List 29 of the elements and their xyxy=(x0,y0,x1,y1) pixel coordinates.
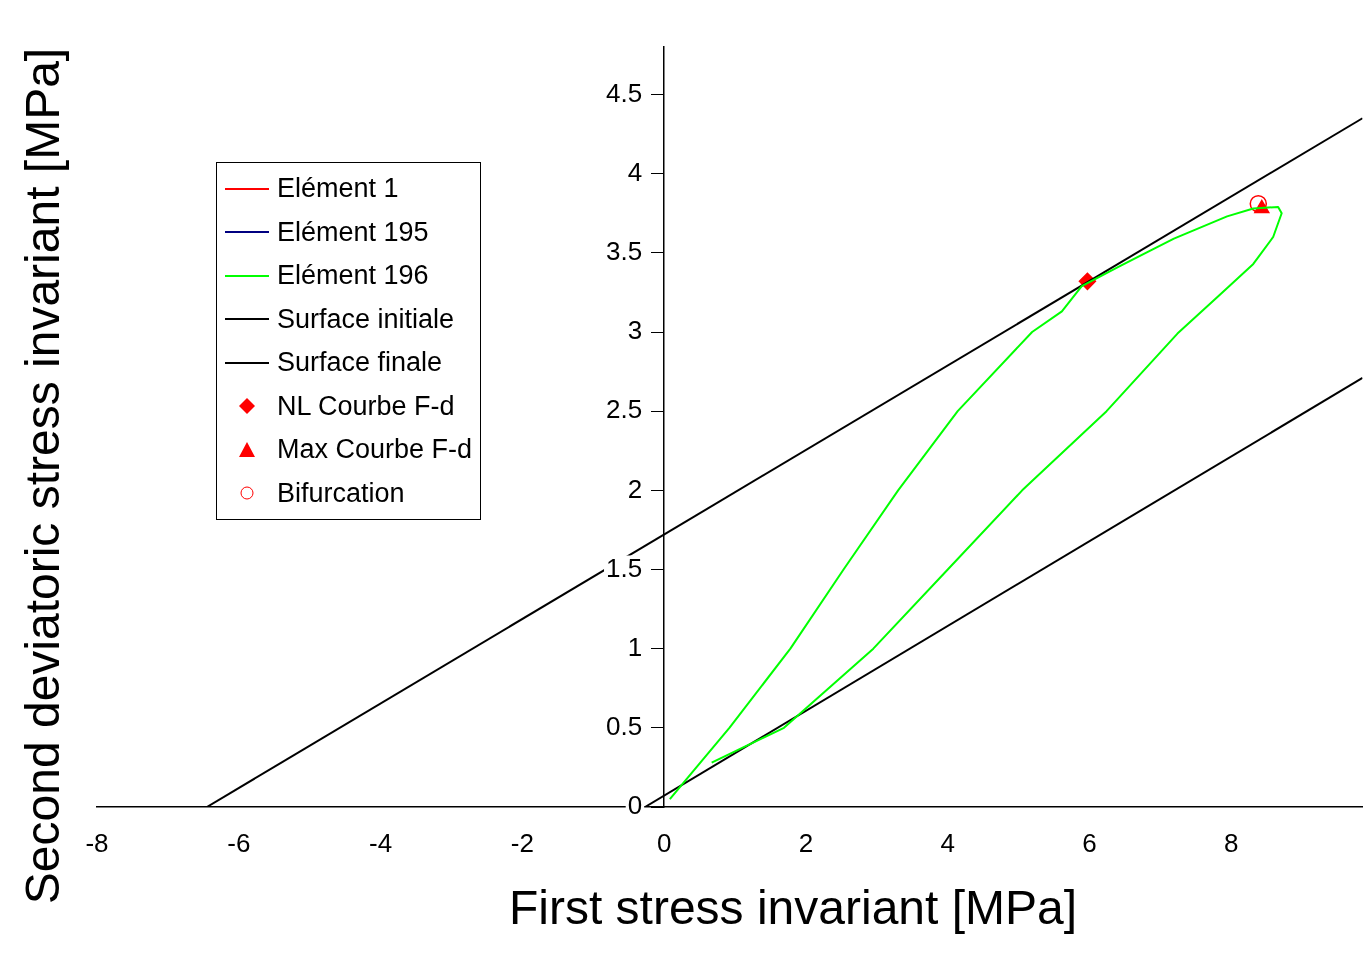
y-axis-title: Second deviatoric stress invariant [MPa] xyxy=(14,47,70,905)
y-tick-label: 4.5 xyxy=(606,77,643,108)
x-tick-label: 6 xyxy=(1082,827,1097,858)
legend-label: Max Courbe F-d xyxy=(277,434,473,466)
y-tick-label: 1 xyxy=(627,631,643,662)
y-tick-label: 4 xyxy=(627,156,643,187)
x-tick-label: -4 xyxy=(369,827,393,858)
y-tick-label: 2.5 xyxy=(606,394,643,425)
x-tick-label: -2 xyxy=(510,827,534,858)
legend-label: Bifurcation xyxy=(277,477,405,509)
y-tick-label: 2 xyxy=(627,473,643,504)
legend-label: Surface finale xyxy=(277,347,443,379)
x-tick-label: 8 xyxy=(1224,827,1239,858)
legend-label: NL Courbe F-d xyxy=(277,390,455,422)
x-tick-label: -6 xyxy=(227,827,251,858)
y-tick-label: 3 xyxy=(627,315,643,346)
x-tick-label: 4 xyxy=(940,827,955,858)
legend-label: Elément 195 xyxy=(277,216,429,248)
legend-label: Elément 196 xyxy=(277,260,429,292)
x-tick-label: -8 xyxy=(85,827,109,858)
y-tick-label: 0.5 xyxy=(606,711,643,742)
x-axis-title: First stress invariant [MPa] xyxy=(508,880,1078,935)
x-tick-label: 0 xyxy=(656,827,672,858)
x-tick-label: 2 xyxy=(798,827,814,858)
y-tick-label: 0 xyxy=(627,790,643,821)
y-tick-label: 3.5 xyxy=(606,236,643,267)
legend-label: Elément 1 xyxy=(277,173,399,205)
y-tick-label: 1.5 xyxy=(606,552,643,583)
legend-label: Surface initiale xyxy=(277,303,455,335)
